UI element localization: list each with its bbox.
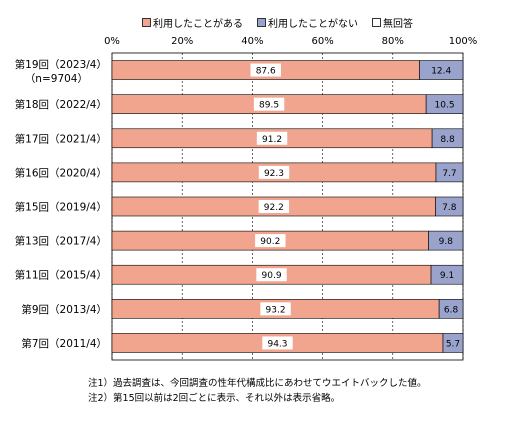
data-label: 90.9	[262, 271, 282, 281]
data-label-background	[253, 97, 285, 111]
category-label: 第19回（2023/4）	[15, 58, 107, 71]
data-label: 9.1	[440, 271, 454, 281]
data-label: 6.8	[444, 305, 459, 315]
x-tick-label: 0%	[104, 36, 120, 47]
note-1: 注1）過去調査は、今回調査の性年代構成比にあわせてウエイトバックした値。	[88, 378, 427, 389]
legend-label-no-answer: 無回答	[383, 19, 413, 30]
category-sublabel: （n=9704）	[25, 73, 88, 85]
data-label-background	[256, 131, 288, 145]
data-label: 93.2	[266, 305, 286, 315]
category-label: 第18回（2022/4）	[15, 98, 107, 111]
data-label: 92.3	[264, 169, 284, 179]
bar-segment-not-used	[435, 196, 464, 217]
legend-swatch-no-answer	[372, 18, 381, 27]
legend-label-not-used: 利用したことがない	[268, 19, 358, 30]
data-label: 8.8	[440, 135, 455, 145]
legend-swatch-not-used	[257, 18, 266, 27]
data-label: 12.4	[431, 67, 451, 77]
category-label: 第15回（2019/4）	[15, 201, 107, 214]
category-label: 第16回（2020/4）	[15, 166, 107, 179]
data-label: 91.2	[262, 135, 282, 145]
stacked-bar-chart: 0% 20% 40% 60% 80% 100% 87.6 12.4 第19回（2023/4） （n…	[15, 36, 478, 361]
bar-segment-not-used	[419, 60, 464, 80]
category-label: 第11回（2015/4）	[15, 269, 107, 282]
data-label: 87.6	[256, 67, 276, 77]
note-2: 注2）第15回以前は2回ごとに表示、それ以外は表示省略。	[88, 393, 341, 404]
data-label-background	[258, 200, 290, 213]
data-label: 94.3	[267, 339, 287, 349]
bar-segment-not-used	[431, 128, 464, 149]
bar-segment-not-used	[428, 230, 464, 251]
legend-item-no-answer: 無回答	[372, 15, 413, 30]
legend-label-used: 利用したことがある	[153, 19, 243, 30]
bar-segment-not-used	[442, 333, 464, 353]
legend-item-used: 利用したことがある	[142, 15, 243, 30]
data-label-background	[262, 336, 293, 350]
data-label: 9.8	[439, 237, 454, 247]
data-label-background	[260, 302, 291, 316]
data-label: 7.8	[442, 203, 457, 213]
x-tick-label: 20%	[171, 36, 193, 47]
data-label: 5.7	[446, 339, 460, 349]
x-tick-label: 60%	[311, 36, 333, 47]
data-label: 90.2	[260, 237, 280, 247]
data-label: 10.5	[435, 101, 455, 111]
x-tick-label: 80%	[382, 36, 404, 47]
data-label-background	[255, 234, 286, 248]
x-tick-label: 40%	[241, 36, 263, 47]
x-tick-label: 100%	[449, 36, 478, 47]
category-label: 第17回（2021/4）	[15, 132, 107, 145]
data-label: 92.2	[264, 203, 284, 213]
data-label-background	[256, 268, 287, 282]
data-label-background	[258, 165, 290, 179]
bar-segment-not-used	[435, 162, 464, 183]
bar-segment-not-used	[425, 94, 464, 114]
category-label: 第7回（2011/4）	[21, 337, 107, 350]
category-label: 第13回（2017/4）	[15, 235, 107, 248]
bar-segment-not-used	[438, 299, 464, 319]
chart-notes: 注1）過去調査は、今回調査の性年代構成比にあわせてウエイトバックした値。 注2）…	[88, 376, 427, 406]
data-label: 89.5	[259, 101, 279, 111]
bar-segment-not-used	[430, 264, 464, 285]
category-label: 第9回（2013/4）	[21, 303, 107, 316]
data-label: 7.7	[442, 169, 456, 179]
legend-swatch-used	[142, 18, 151, 27]
chart-legend: 利用したことがある 利用したことがない 無回答	[142, 15, 413, 30]
legend-item-not-used: 利用したことがない	[257, 15, 358, 30]
data-label-background	[250, 63, 281, 77]
